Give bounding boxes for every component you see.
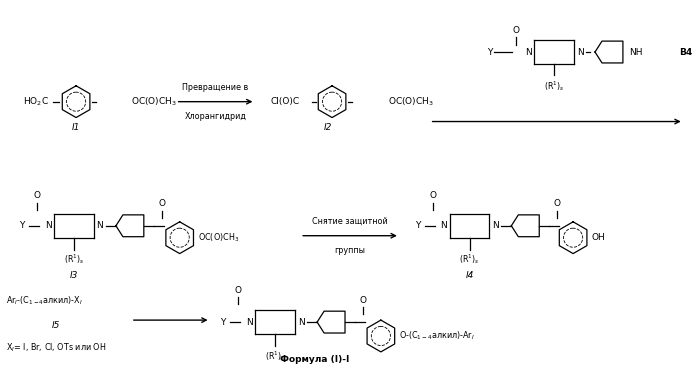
Text: O-(C$_{1-4}$алкил)-Ar$_I$: O-(C$_{1-4}$алкил)-Ar$_I$: [399, 330, 475, 342]
Text: N: N: [45, 221, 52, 230]
Text: Y: Y: [487, 48, 492, 57]
Text: I4: I4: [466, 271, 474, 280]
Text: N: N: [492, 221, 499, 230]
Text: N: N: [97, 221, 104, 230]
Text: N: N: [525, 48, 532, 57]
Text: N: N: [246, 317, 253, 326]
Text: X$_I$= I, Br, Cl, OTs или OH: X$_I$= I, Br, Cl, OTs или OH: [6, 342, 106, 354]
Text: OH: OH: [591, 233, 605, 242]
Text: Ar$_I$-(C$_{1-4}$алкил)-X$_I$: Ar$_I$-(C$_{1-4}$алкил)-X$_I$: [6, 294, 83, 307]
Text: N: N: [577, 48, 584, 57]
Text: Формула (I)-I: Формула (I)-I: [281, 355, 350, 364]
Text: O: O: [359, 296, 366, 305]
Text: N: N: [298, 317, 304, 326]
Text: Превращение в: Превращение в: [183, 83, 248, 92]
Text: Хлорангидрид: Хлорангидрид: [185, 111, 246, 120]
Text: OC(O)CH$_3$: OC(O)CH$_3$: [388, 95, 434, 108]
Text: O: O: [158, 199, 165, 208]
Text: O: O: [235, 286, 242, 295]
Text: Cl(O)C: Cl(O)C: [270, 97, 300, 106]
Text: Y: Y: [20, 221, 25, 230]
Text: O: O: [34, 192, 41, 201]
Text: Y: Y: [414, 221, 420, 230]
Text: (R$^1$)$_s$: (R$^1$)$_s$: [459, 253, 480, 267]
Text: NH: NH: [629, 48, 643, 57]
Text: O: O: [429, 192, 436, 201]
Text: Y: Y: [220, 317, 226, 326]
Text: (R$^1$)$_s$: (R$^1$)$_s$: [64, 253, 85, 267]
Text: I5: I5: [52, 321, 60, 330]
Text: OC(O)CH$_3$: OC(O)CH$_3$: [197, 231, 239, 244]
Text: I3: I3: [70, 271, 78, 280]
Text: (R$^1$)$_s$: (R$^1$)$_s$: [544, 79, 564, 93]
Text: O: O: [554, 199, 561, 208]
Text: B4: B4: [679, 48, 692, 57]
Text: HO$_2$C: HO$_2$C: [23, 95, 49, 108]
Text: I2: I2: [324, 123, 332, 132]
Text: O: O: [513, 26, 520, 35]
Text: группы: группы: [335, 246, 365, 255]
Text: I1: I1: [72, 123, 80, 132]
Text: OC(O)CH$_3$: OC(O)CH$_3$: [131, 95, 177, 108]
Text: N: N: [440, 221, 447, 230]
Text: Снятие защитной: Снятие защитной: [312, 217, 388, 226]
Text: (R$^1$)$_s$: (R$^1$)$_s$: [265, 349, 286, 363]
